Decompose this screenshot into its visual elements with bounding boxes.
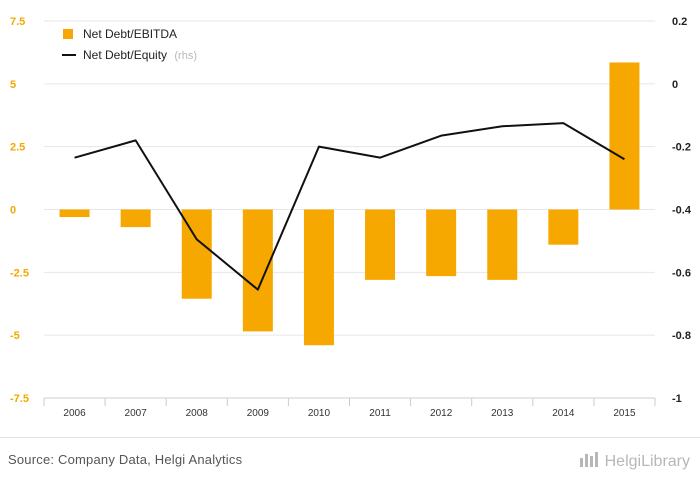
x-axis: 2006 2007 2008 2009 2010 2011 2012 2013 2014 2015 — [43, 397, 656, 419]
x-tick-label: 2009 — [247, 408, 270, 419]
footer: Source: Company Data, Helgi Analytics He… — [0, 437, 700, 484]
right-tick-label: -0.4 — [672, 205, 692, 217]
legend-line-text: Net Debt/Equity (rhs) — [83, 48, 197, 62]
x-tick-label: 2007 — [125, 408, 148, 419]
left-axis: 7.5 5 2.5 0 -2.5 -5 -7.5 — [10, 16, 29, 405]
brand-logo: HelgiLibrary — [579, 450, 690, 473]
x-tick-label: 2008 — [186, 408, 209, 419]
source-note: Source: Company Data, Helgi Analytics — [8, 452, 243, 467]
right-tick-label: -0.2 — [672, 142, 691, 154]
bar-2014 — [548, 209, 579, 245]
right-tick-label: 0.2 — [672, 16, 687, 28]
legend-bar-label: Net Debt/EBITDA — [83, 27, 177, 41]
bar-2012 — [426, 209, 457, 277]
right-axis: 0.2 0 -0.2 -0.4 -0.6 -0.8 -1 — [672, 16, 692, 405]
bar-series — [59, 62, 640, 346]
bar-2007 — [120, 209, 151, 228]
legend-bar-swatch — [63, 29, 73, 39]
x-tick-label: 2014 — [552, 408, 575, 419]
helgi-library-icon — [579, 450, 601, 473]
left-tick-label: -7.5 — [10, 393, 29, 405]
right-tick-label: 0 — [672, 79, 678, 91]
bar-2013 — [487, 209, 518, 280]
x-tick-label: 2011 — [369, 408, 391, 419]
bar-2006 — [59, 209, 90, 218]
right-tick-label: -0.6 — [672, 267, 691, 279]
left-tick-label: -2.5 — [10, 267, 29, 279]
legend-line-suffix: (rhs) — [174, 50, 197, 62]
line-series — [74, 122, 625, 291]
debt-equity-line — [74, 122, 625, 291]
bar-2010 — [303, 209, 334, 346]
left-tick-label: 5 — [10, 79, 16, 91]
left-tick-label: 0 — [10, 205, 16, 217]
combo-chart: 7.5 5 2.5 0 -2.5 -5 -7.5 0.2 0 -0.2 -0.4 -0.6 -0.8 -… — [10, 16, 692, 419]
x-tick-label: 2013 — [491, 408, 514, 419]
left-tick-label: 7.5 — [10, 16, 25, 28]
x-tick-label: 2006 — [63, 408, 86, 419]
bar-2015 — [609, 62, 640, 210]
right-tick-label: -0.8 — [672, 330, 691, 342]
legend-line-label: Net Debt/Equity — [83, 48, 167, 62]
brand-name: HelgiLibrary — [604, 452, 690, 470]
x-tick-label: 2012 — [430, 408, 453, 419]
bar-2011 — [365, 209, 396, 280]
right-tick-label: -1 — [672, 393, 682, 405]
bar-2009 — [242, 209, 273, 332]
left-tick-label: -5 — [10, 330, 20, 342]
left-tick-label: 2.5 — [10, 142, 25, 154]
x-tick-label: 2015 — [613, 408, 636, 419]
legend: Net Debt/EBITDA Net Debt/Equity (rhs) — [62, 27, 197, 62]
x-tick-label: 2010 — [308, 408, 331, 419]
